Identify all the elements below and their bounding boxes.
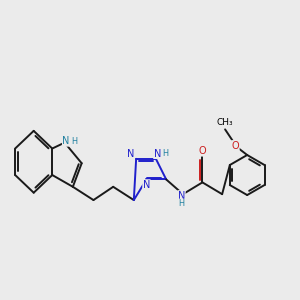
Text: N: N — [62, 136, 70, 146]
Text: N: N — [154, 148, 161, 158]
Text: H: H — [71, 137, 77, 146]
Text: O: O — [199, 146, 206, 156]
Text: CH₃: CH₃ — [217, 118, 233, 127]
Text: N: N — [127, 148, 134, 158]
Text: O: O — [232, 141, 239, 151]
Text: H: H — [162, 149, 168, 158]
Text: N: N — [178, 190, 185, 201]
Text: N: N — [143, 180, 150, 190]
Text: H: H — [178, 199, 184, 208]
